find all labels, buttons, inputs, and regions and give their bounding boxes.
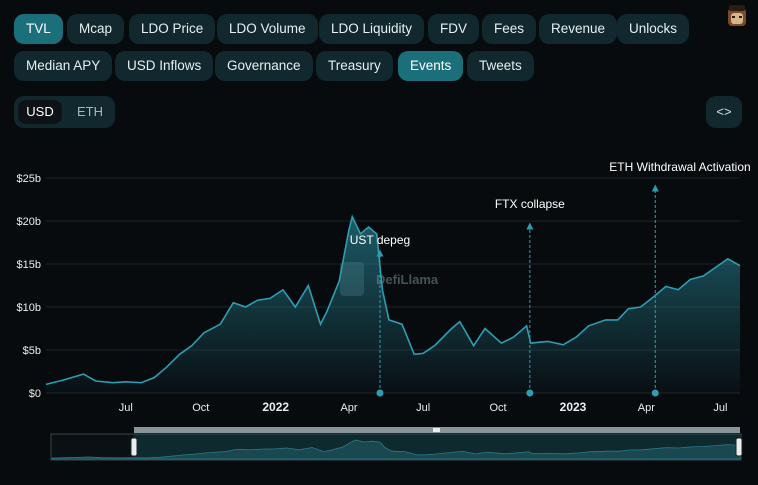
tab-revenue[interactable]: Revenue bbox=[539, 14, 618, 44]
tvl-line bbox=[45, 214, 741, 386]
slider-scrollbar[interactable] bbox=[134, 427, 740, 433]
slider-right-handle[interactable] bbox=[735, 437, 743, 457]
event-dot bbox=[651, 389, 659, 397]
event-marker: UST depeg bbox=[350, 233, 411, 397]
eth-option[interactable]: ETH bbox=[77, 104, 103, 119]
tab-fees[interactable]: Fees bbox=[482, 14, 537, 44]
event-marker: ETH Withdrawal Activation bbox=[609, 160, 751, 397]
avatar[interactable] bbox=[722, 2, 752, 30]
tab-ldo-price[interactable]: LDO Price bbox=[129, 14, 216, 44]
defillama-watermark: DefiLlama bbox=[340, 262, 439, 296]
event-label: FTX collapse bbox=[495, 197, 565, 211]
y-tick-label: $0 bbox=[29, 388, 41, 400]
tab-ldo-liquidity[interactable]: LDO Liquidity bbox=[319, 14, 425, 44]
x-tick-label: Apr bbox=[340, 402, 357, 414]
tvl-area bbox=[46, 216, 740, 393]
x-tick-label: 2023 bbox=[560, 400, 587, 414]
tab-events[interactable]: Events bbox=[398, 51, 464, 81]
watermark-text: DefiLlama bbox=[376, 272, 439, 287]
x-tick-label: Jul bbox=[713, 402, 727, 414]
x-tick-label: Oct bbox=[192, 402, 209, 414]
event-dot bbox=[526, 389, 534, 397]
y-tick-label: $10b bbox=[17, 302, 41, 314]
slider-left-handle[interactable] bbox=[130, 437, 138, 457]
x-tick-label: Oct bbox=[490, 402, 507, 414]
currency-toggle: USD ETH bbox=[14, 96, 115, 128]
y-tick-label: $25b bbox=[17, 173, 41, 185]
tab-usd-inflows[interactable]: USD Inflows bbox=[115, 51, 214, 81]
y-tick-label: $5b bbox=[23, 345, 41, 357]
tab-treasury[interactable]: Treasury bbox=[316, 51, 393, 81]
tab-governance[interactable]: Governance bbox=[215, 51, 313, 81]
tab-tweets[interactable]: Tweets bbox=[467, 51, 534, 81]
tab-mcap[interactable]: Mcap bbox=[67, 14, 125, 44]
embed-button[interactable]: <> bbox=[706, 96, 742, 128]
usd-option[interactable]: USD bbox=[18, 100, 62, 124]
tab-median-apy[interactable]: Median APY bbox=[14, 51, 113, 81]
event-label: ETH Withdrawal Activation bbox=[609, 160, 750, 174]
event-dot bbox=[376, 389, 384, 397]
tab-fdv[interactable]: FDV bbox=[428, 14, 479, 44]
llama-logo-icon bbox=[340, 262, 364, 296]
x-tick-label: Apr bbox=[638, 402, 655, 414]
y-tick-label: $20b bbox=[17, 216, 41, 228]
event-label: UST depeg bbox=[350, 233, 411, 247]
event-marker: FTX collapse bbox=[495, 197, 565, 397]
y-tick-label: $15b bbox=[17, 259, 41, 271]
scrollbar-grip-icon bbox=[433, 428, 440, 432]
x-tick-label: 2022 bbox=[262, 400, 289, 414]
x-tick-label: Jul bbox=[119, 402, 133, 414]
slider-selection bbox=[134, 434, 740, 460]
tab-tvl[interactable]: TVL bbox=[14, 14, 63, 44]
x-tick-label: Jul bbox=[416, 402, 430, 414]
zoom-slider[interactable] bbox=[50, 427, 743, 461]
tab-ldo-volume[interactable]: LDO Volume bbox=[217, 14, 318, 44]
code-icon: <> bbox=[716, 104, 732, 119]
tab-unlocks[interactable]: Unlocks bbox=[617, 14, 690, 44]
